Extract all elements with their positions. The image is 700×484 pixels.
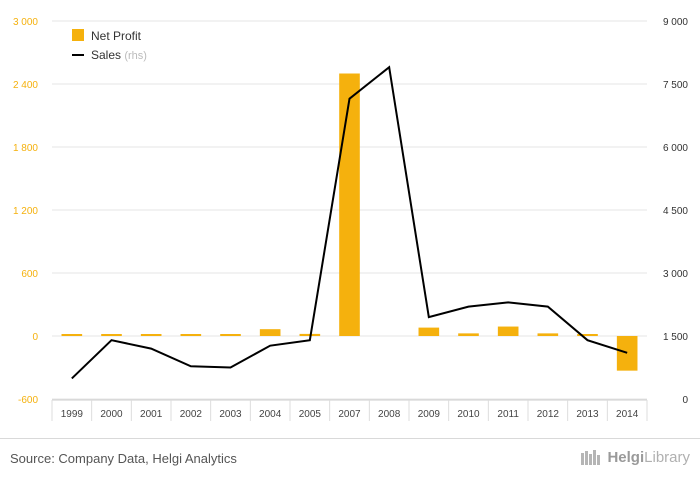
source-text: Source: Company Data, Helgi Analytics [10,451,237,466]
net-profit-bar [101,334,122,336]
y-left-tick-label: 0 [32,332,38,343]
net-profit-bar [418,327,440,336]
y-right-tick-label: 6 000 [663,143,688,154]
x-tick-label: 2014 [616,409,639,420]
axes: -600 0 600 1 200 1 800 2 400 3 000 0 1 500 3 000 4… [13,17,688,421]
net-profit-bar [259,329,281,336]
net-profit-bar [458,333,479,336]
x-tick-label: 1999 [61,409,84,420]
net-profit-bar [180,334,202,336]
y-right-tick-label: 1 500 [663,332,688,343]
net-profit-bar [616,336,638,371]
x-tick-label: 2004 [259,409,282,420]
net-profit-bar [577,334,598,336]
net-profit-bar [140,334,162,336]
y-left-tick-label: 3 000 [13,17,38,28]
x-tick-label: 2008 [378,409,401,420]
net-profit-sales-chart: -600 0 600 1 200 1 800 2 400 3 000 0 1 500 3 000 4… [13,17,688,421]
net-profit-bar [339,73,360,336]
y-left-tick-label: 600 [21,269,38,280]
legend-sales-rhs-note: (rhs) [124,50,147,62]
y-right-tick-label: 3 000 [663,269,688,280]
legend-sales-label: Sales (rhs) [91,48,147,62]
x-tick-label: 2011 [497,409,519,420]
x-tick-label: 2009 [418,409,441,420]
y-left-tick-label: 1 800 [13,143,38,154]
x-tick-label: 2012 [537,409,560,420]
legend: Net Profit Sales (rhs) [72,29,147,62]
y-right-tick-label: 9 000 [663,17,688,28]
x-tick-label: 2010 [457,409,480,420]
x-tick-label: 2000 [100,409,123,420]
net-profit-bar [61,334,83,336]
legend-net-profit-label: Net Profit [91,29,142,43]
y-left-tick-label: 1 200 [13,206,38,217]
net-profit-bar [220,334,241,336]
net-profit-bar [537,333,559,336]
sales-line-path [71,65,628,380]
x-tick-label: 2007 [338,409,361,420]
sales-line [71,65,628,380]
library-books-icon [581,450,601,465]
legend-net-profit-swatch [72,29,84,41]
footer: Source: Company Data, Helgi Analytics He… [0,438,700,484]
y-left-tick-label: 2 400 [13,80,38,91]
brand-part2: Library [644,448,690,466]
y-right-tick-label: 0 [682,395,688,406]
x-tick-label: 2005 [299,409,322,420]
x-tick-label: 2001 [140,409,163,420]
net-profit-bar [497,326,519,336]
x-tick-label: 2003 [219,409,242,420]
x-tick-label: 2002 [180,409,203,420]
y-right-tick-label: 7 500 [663,80,688,91]
helgi-library-logo[interactable]: HelgiLibrary [580,448,690,466]
y-right-tick-label: 4 500 [663,206,688,217]
brand-part1: Helgi [607,448,645,466]
net-profit-bars [61,73,638,371]
y-left-tick-label: -600 [18,395,38,406]
x-tick-label: 2013 [576,409,599,420]
